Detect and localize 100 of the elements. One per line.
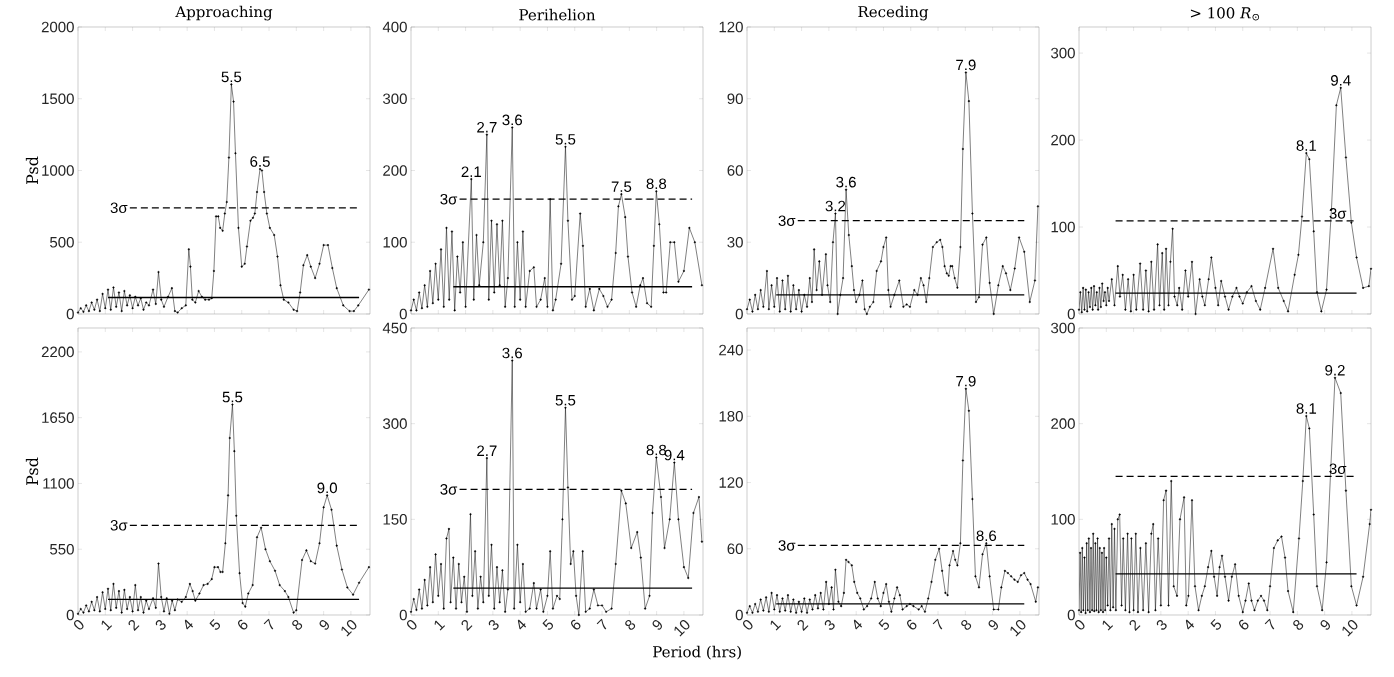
x-tick-label: 3 [488, 619, 499, 630]
x-tick-label: 2 [461, 619, 473, 631]
x-tick-label: 4 [1185, 619, 1195, 630]
x-tick-label: 7 [932, 618, 943, 630]
x-tick-label: 1 [770, 620, 782, 631]
annotation: 9.2 [1325, 364, 1345, 376]
y-tick-label: 300 [1051, 322, 1075, 334]
annotation: 5.5 [222, 391, 243, 403]
annotation: 3σ [110, 520, 128, 531]
x-tick-label: 1 [1102, 620, 1114, 631]
y-tick-label: 100 [383, 236, 407, 248]
y-tick-label: 0 [1067, 609, 1075, 621]
annotation: 8.8 [646, 444, 667, 456]
x-tick-label: 5 [209, 618, 221, 630]
y-tick-label: 90 [727, 93, 743, 105]
y-tick-label: 0 [735, 308, 743, 320]
x-tick-label: 0 [743, 620, 753, 630]
y-tick-label: 180 [719, 410, 743, 422]
annotation: 2.1 [461, 166, 482, 177]
x-tick-label: 5 [542, 619, 554, 630]
y-tick-label: 2200 [41, 346, 74, 358]
y-tick-label: 0 [66, 308, 74, 320]
y-tick-label: 200 [1051, 134, 1075, 146]
x-tick-label: 9 [319, 620, 329, 630]
annotation: 5.5 [221, 71, 242, 83]
chart-title: Receding [858, 5, 929, 21]
x-tick-label: 3 [155, 619, 166, 630]
y-tick-label: 60 [727, 165, 743, 176]
annotation: 3σ [440, 484, 458, 495]
x-tick-label: 2 [1129, 619, 1141, 631]
x-tick-label: 8 [292, 619, 303, 630]
y-tick-label: 240 [719, 344, 743, 356]
x-tick-label: 6 [571, 619, 581, 630]
annotation: 3σ [440, 193, 458, 205]
x-tick-label: 2 [128, 619, 140, 631]
chart-title: > 100 R$_{⊙}$ [1190, 7, 1260, 21]
x-tick-label: 10 [1342, 620, 1358, 637]
annotation: 9.4 [664, 449, 685, 461]
y-tick-label: 0 [735, 609, 743, 621]
x-tick-label: 4 [184, 619, 194, 630]
annotation: 3.6 [836, 176, 856, 188]
x-tick-label: 1 [434, 620, 446, 631]
annotation: 8.8 [646, 178, 667, 190]
y-axis-title: Psd [25, 156, 39, 185]
x-tick-label: 6 [1239, 619, 1249, 630]
x-tick-label: 10 [341, 620, 357, 637]
y-tick-label: 0 [1067, 308, 1075, 320]
annotation: 6.5 [250, 156, 270, 167]
y-tick-label: 200 [383, 165, 407, 176]
annotation: 5.5 [555, 395, 576, 406]
chart-title: Approaching [175, 5, 273, 21]
x-tick-label: 3 [824, 619, 835, 630]
y-tick-label: 0 [399, 308, 407, 320]
y-tick-label: 2000 [41, 21, 74, 33]
x-tick-label: 10 [674, 620, 690, 637]
y-tick-label: 300 [383, 418, 407, 429]
x-tick-label: 1 [101, 620, 113, 631]
annotation: 2.7 [477, 121, 497, 133]
x-tick-label: 5 [878, 618, 890, 630]
y-tick-label: 60 [727, 543, 743, 555]
annotation: 7.9 [956, 375, 976, 387]
x-tick-label: 8 [961, 619, 972, 630]
annotation: 3σ [778, 215, 796, 227]
y-tick-label: 100 [1051, 514, 1075, 525]
y-tick-label: 200 [1051, 418, 1075, 429]
x-tick-label: 3 [1156, 619, 1167, 630]
x-tick-label: 9 [988, 620, 998, 630]
annotation: 9.4 [1331, 75, 1351, 86]
y-tick-label: 0 [399, 609, 407, 621]
annotation: 3σ [778, 540, 796, 551]
x-tick-label: 10 [1010, 620, 1026, 637]
x-tick-label: 9 [652, 620, 662, 630]
y-tick-label: 550 [50, 543, 74, 555]
y-tick-label: 150 [383, 514, 407, 525]
y-tick-label: 1650 [42, 412, 74, 423]
x-tick-label: 4 [853, 619, 863, 630]
x-tick-label: 0 [407, 620, 417, 630]
annotation: 2.7 [477, 445, 497, 456]
annotation: 5.5 [555, 134, 576, 145]
x-tick-label: 6 [238, 619, 248, 630]
chart-title: Perihelion [519, 8, 596, 21]
x-tick-label: 9 [1320, 620, 1330, 630]
x-tick-label: 7 [263, 618, 274, 630]
annotation: 3σ [1329, 463, 1347, 475]
x-tick-label: 8 [1293, 619, 1304, 630]
y-tick-label: 300 [1051, 47, 1075, 59]
y-tick-label: 30 [727, 236, 743, 248]
x-tick-label: 5 [1210, 618, 1222, 630]
y-axis-title: Psd [25, 457, 39, 486]
annotation: 3.2 [825, 200, 846, 212]
y-tick-label: 1100 [43, 478, 74, 489]
annotation: 9.0 [317, 482, 337, 494]
x-tick-label: 2 [797, 619, 809, 631]
y-tick-label: 0 [66, 609, 74, 621]
annotation: 3.6 [502, 347, 523, 359]
y-tick-label: 1500 [42, 93, 74, 105]
x-tick-label: 6 [907, 619, 917, 630]
x-tick-label: 7 [596, 618, 607, 630]
x-axis-title: Period (hrs) [653, 645, 741, 660]
annotation: 3σ [1329, 208, 1347, 219]
